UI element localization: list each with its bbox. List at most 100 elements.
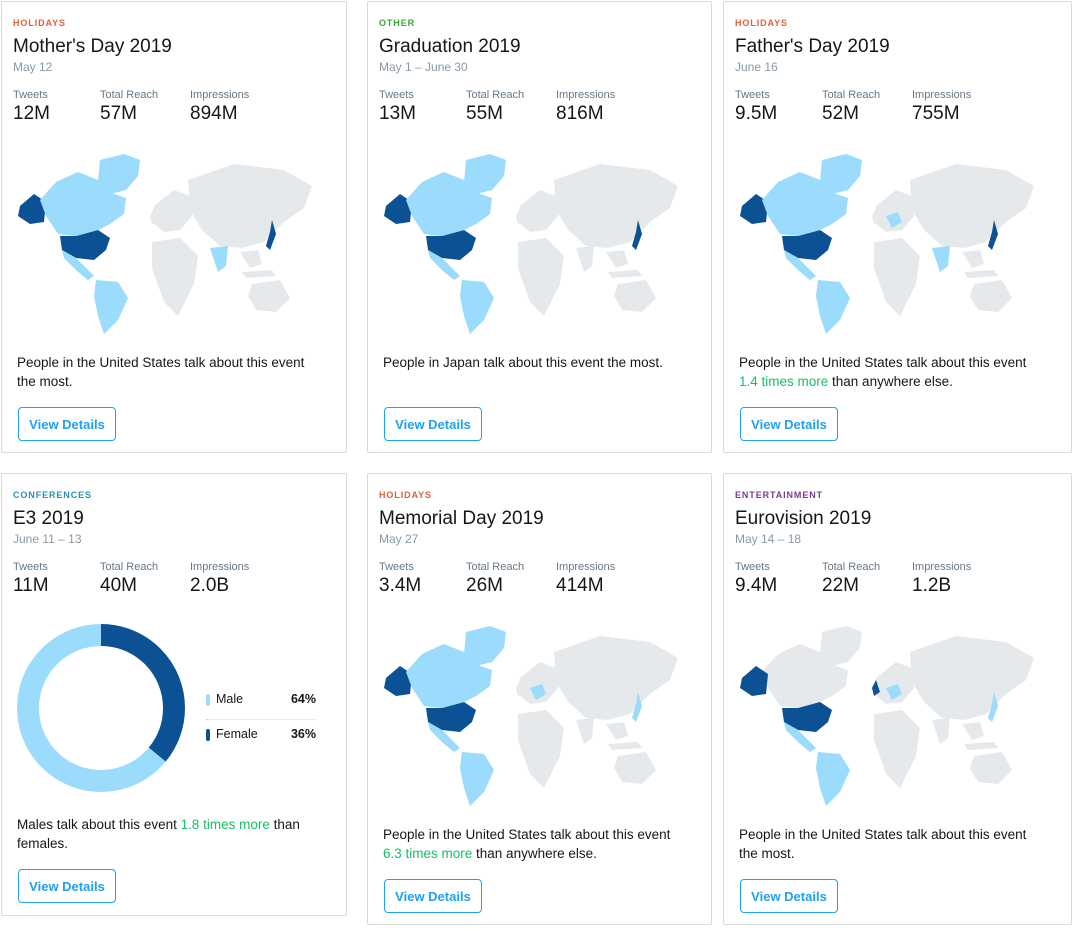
- map-region-eu: [886, 684, 902, 700]
- view-details-button[interactable]: View Details: [384, 407, 482, 441]
- stat-total-reach: Total Reach 52M: [822, 89, 880, 125]
- stat-tweets: Tweets 11M: [13, 561, 49, 597]
- world-map: [384, 154, 678, 334]
- stat-impressions: Impressions 2.0B: [190, 561, 249, 597]
- stat-label: Impressions: [190, 89, 250, 101]
- world-map: [740, 154, 1034, 334]
- map-region-jp: [988, 220, 998, 250]
- world-map: [384, 626, 678, 806]
- description-text-end: than females.: [17, 817, 300, 851]
- map-region-sa: [460, 280, 494, 334]
- stat-label: Impressions: [556, 561, 616, 573]
- stat-tweets: Tweets 12M: [13, 89, 50, 125]
- legend-item-female: Female 36%: [206, 719, 316, 755]
- view-details-button[interactable]: View Details: [18, 869, 116, 903]
- map-region-jp: [266, 220, 276, 250]
- description-text: People in the United States talk about t…: [739, 355, 1027, 370]
- event-title: Memorial Day 2019: [379, 508, 544, 529]
- stat-value: 40M: [100, 575, 137, 596]
- map-region-in: [932, 246, 950, 272]
- event-date: May 12: [13, 60, 53, 74]
- stat-label: Tweets: [379, 561, 414, 573]
- map-region-ak: [740, 194, 768, 224]
- map-region-mx: [62, 250, 94, 280]
- map-region-mx: [428, 250, 460, 280]
- view-details-button[interactable]: View Details: [740, 879, 838, 913]
- stat-label: Tweets: [379, 89, 414, 101]
- event-title: Graduation 2019: [379, 36, 521, 57]
- description-text: People in Japan talk about this event th…: [383, 355, 663, 370]
- stat-total-reach: Total Reach 26M: [466, 561, 524, 597]
- stat-label: Total Reach: [466, 89, 525, 101]
- event-description: People in Japan talk about this event th…: [383, 353, 683, 372]
- description-text-end: than anywhere else.: [472, 846, 597, 861]
- event-date: May 14 – 18: [735, 532, 802, 546]
- stat-value: 55M: [466, 103, 503, 124]
- description-text: Males talk about this event: [17, 817, 181, 832]
- stat-value: 2.0B: [190, 575, 230, 596]
- description-highlight: 1.4 times more: [739, 374, 829, 389]
- stat-impressions: Impressions 755M: [912, 89, 971, 125]
- event-title: Eurovision 2019: [735, 508, 872, 529]
- stat-value: 3.4M: [379, 575, 422, 596]
- map-region-eu: [886, 212, 902, 228]
- stat-value: 26M: [466, 575, 503, 596]
- gender-donut-chart: [17, 624, 185, 792]
- stat-value: 57M: [100, 103, 137, 124]
- event-date: June 11 – 13: [13, 532, 82, 546]
- description-highlight: 1.8 times more: [180, 817, 270, 832]
- event-description: People in the United States talk about t…: [739, 353, 1039, 391]
- event-description: People in the United States talk about t…: [17, 353, 317, 391]
- map-region-us: [426, 230, 476, 260]
- description-text-end: than anywhere else.: [828, 374, 953, 389]
- stat-label: Impressions: [912, 89, 972, 101]
- legend-item-male: Male 64%: [206, 689, 316, 719]
- stat-total-reach: Total Reach 57M: [100, 89, 158, 125]
- map-region-ak: [18, 194, 46, 224]
- stat-label: Total Reach: [100, 561, 159, 573]
- stat-value: 414M: [556, 575, 604, 596]
- stat-tweets: Tweets 9.4M: [735, 561, 777, 597]
- event-card: HOLIDAYS Mother's Day 2019 May 12 Tweets…: [1, 1, 347, 453]
- stat-total-reach: Total Reach 22M: [822, 561, 880, 597]
- event-card: CONFERENCES E3 2019 June 11 – 13 Tweets 1…: [1, 473, 347, 916]
- stat-value: 12M: [13, 103, 50, 124]
- description-text: People in the United States talk about t…: [383, 827, 671, 842]
- event-description: Males talk about this event 1.8 times mo…: [17, 815, 317, 853]
- stat-label: Impressions: [556, 89, 616, 101]
- world-map: [740, 626, 1034, 806]
- map-region-us: [782, 230, 832, 260]
- legend-swatch: [206, 728, 210, 741]
- category-label: HOLIDAYS: [13, 18, 66, 28]
- category-label: ENTERTAINMENT: [735, 490, 824, 500]
- event-title: Mother's Day 2019: [13, 36, 172, 57]
- stat-label: Total Reach: [466, 561, 525, 573]
- stat-label: Impressions: [912, 561, 972, 573]
- legend-label: Female: [216, 727, 258, 741]
- legend-swatch: [206, 693, 210, 706]
- donut-slice-male: [17, 624, 185, 792]
- stat-label: Total Reach: [822, 89, 881, 101]
- stat-value: 894M: [190, 103, 238, 124]
- map-region-sa: [816, 280, 850, 334]
- stat-value: 22M: [822, 575, 859, 596]
- map-region-mx: [784, 722, 816, 752]
- legend-percent: 64%: [290, 692, 316, 706]
- category-label: HOLIDAYS: [379, 490, 432, 500]
- event-card: HOLIDAYS Father's Day 2019 June 16 Tweet…: [723, 1, 1072, 453]
- stat-value: 13M: [379, 103, 416, 124]
- event-date: May 27: [379, 532, 419, 546]
- map-region-ca: [762, 154, 862, 236]
- description-text: People in the United States talk about t…: [739, 827, 1027, 861]
- map-region-mx: [428, 722, 460, 752]
- view-details-button[interactable]: View Details: [384, 879, 482, 913]
- map-region-mx: [784, 250, 816, 280]
- stat-label: Impressions: [190, 561, 250, 573]
- view-details-button[interactable]: View Details: [740, 407, 838, 441]
- map-region-ca: [40, 154, 140, 236]
- description-highlight: 6.3 times more: [383, 846, 473, 861]
- stat-impressions: Impressions 414M: [556, 561, 615, 597]
- view-details-button[interactable]: View Details: [18, 407, 116, 441]
- event-card: HOLIDAYS Memorial Day 2019 May 27 Tweets…: [367, 473, 712, 925]
- stat-label: Tweets: [13, 89, 48, 101]
